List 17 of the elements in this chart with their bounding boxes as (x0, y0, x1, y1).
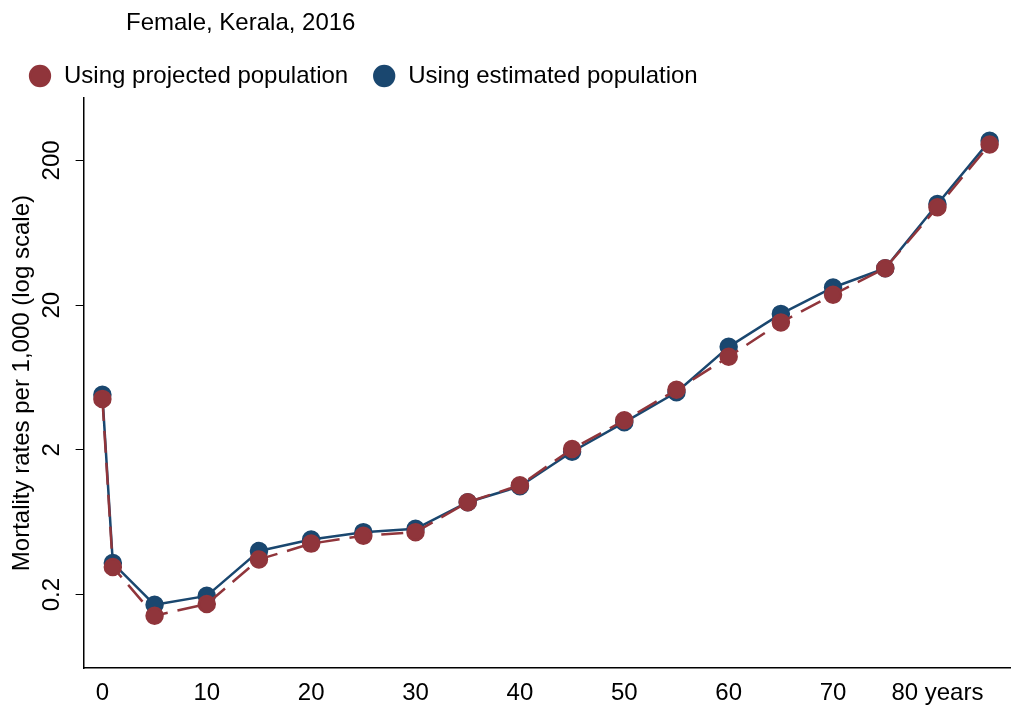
y-tick-label: 0.2 (37, 577, 65, 612)
y-tick-label: 20 (37, 291, 65, 319)
legend-label: Using projected population (64, 60, 349, 88)
x-tick-label: 30 (402, 678, 429, 706)
chart-title: Female, Kerala, 2016 (126, 8, 356, 36)
legend-label: Using estimated population (408, 60, 698, 88)
y-tick-label: 200 (37, 140, 65, 181)
x-tick-label: 10 (193, 678, 221, 706)
y-axis-title: Mortality rates per 1,000 (log scale) (7, 195, 35, 572)
x-tick-label: 0 (95, 678, 110, 706)
x-tick-label: 80 years (891, 678, 984, 706)
x-tick-label: 70 (819, 678, 847, 706)
x-tick-label: 50 (610, 678, 638, 706)
y-tick-label: 2 (37, 443, 65, 457)
x-tick-label: 40 (506, 678, 534, 706)
x-tick-label: 20 (297, 678, 325, 706)
x-tick-label: 60 (715, 678, 743, 706)
